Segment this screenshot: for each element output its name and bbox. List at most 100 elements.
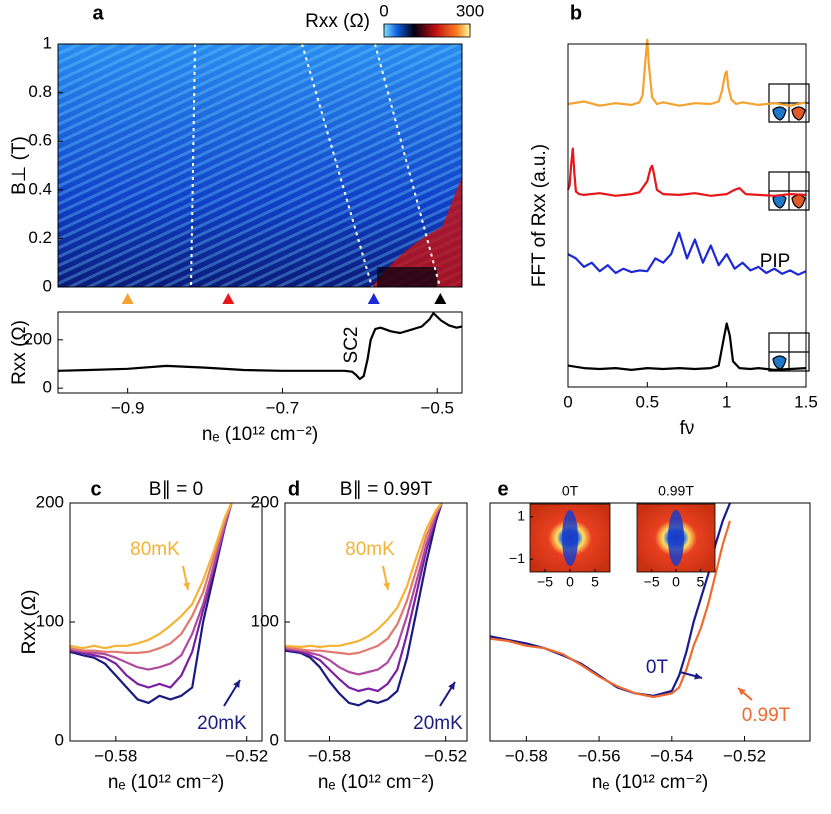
series-line <box>284 502 443 676</box>
panel-label: b <box>570 2 582 24</box>
marker-triangle <box>434 293 447 304</box>
y-tick-label: 0 <box>270 730 279 749</box>
annotation: 0T <box>646 657 669 678</box>
y-axis-label: FFT of Rxx (a.u.) <box>529 144 550 287</box>
annotation: 20mK <box>413 713 463 734</box>
series-line <box>57 312 463 381</box>
series-line <box>566 147 807 197</box>
inset-core <box>668 510 684 566</box>
y-tick-label: 0.4 <box>28 179 52 198</box>
y-tick-label: 0.2 <box>28 228 52 247</box>
x-tick-label: 0.5 <box>636 392 660 411</box>
annotation: 0.99T <box>742 705 791 726</box>
panel-label: a <box>92 2 104 24</box>
y-tick-label: 200 <box>24 329 52 348</box>
x-tick-label: −0.52 <box>723 746 766 765</box>
inset-x-tick-label: −5 <box>537 574 553 590</box>
inset-x-tick-label: 5 <box>696 574 704 590</box>
inset-y-tick-label: 1 <box>517 507 525 523</box>
x-tick-label: −0.9 <box>111 398 145 417</box>
heatmap-hot <box>372 177 462 287</box>
x-axis-label: nₑ (10¹² cm⁻²) <box>108 772 224 793</box>
series-line <box>69 502 233 650</box>
series-line <box>567 322 807 371</box>
arrow-head <box>694 672 702 680</box>
series-line <box>284 502 443 649</box>
x-axis-label: nₑ (10¹² cm⁻²) <box>202 424 318 445</box>
inset-x-tick-label: −5 <box>644 574 660 590</box>
plot-frame <box>57 311 463 394</box>
plot-frame <box>567 43 807 388</box>
panel-title: B∥ = 0.99T <box>340 479 433 500</box>
arrow-head <box>383 582 390 590</box>
x-tick-label: 0 <box>563 392 572 411</box>
series-line <box>284 502 443 693</box>
annotation: 80mK <box>345 539 395 560</box>
x-tick-label: −0.52 <box>424 746 467 765</box>
arrow-head <box>233 680 240 688</box>
plot-frame <box>489 502 811 742</box>
colorbar-label: Rxx (Ω) <box>305 11 370 32</box>
arrow-head <box>448 682 455 690</box>
annotation: 80mK <box>130 539 180 560</box>
series-line <box>69 502 233 654</box>
valley-icon <box>768 83 810 372</box>
marker-triangle <box>222 293 235 304</box>
x-tick-label: 1 <box>722 392 731 411</box>
panel-label: d <box>288 478 300 500</box>
x-tick-label: −0.5 <box>420 398 454 417</box>
panel-label: e <box>497 478 508 500</box>
marker-triangle <box>367 293 380 304</box>
y-tick-label: 100 <box>251 611 279 630</box>
x-tick-label: −0.58 <box>505 746 548 765</box>
x-tick-label: −0.56 <box>578 746 621 765</box>
arrow-head <box>183 582 190 590</box>
colorbar-tick-label: 0 <box>379 1 388 20</box>
arrow-head <box>738 688 746 696</box>
x-axis-label: nₑ (10¹² cm⁻²) <box>318 772 434 793</box>
x-tick-label: −0.58 <box>308 746 351 765</box>
colorbar-tick-label: 300 <box>456 1 484 20</box>
annotation: 20mK <box>197 713 247 734</box>
panel-label: c <box>90 478 101 500</box>
plot-frame <box>57 43 463 288</box>
panel-title: B∥ = 0 <box>149 479 203 500</box>
y-axis-label: Rxx (Ω) <box>9 320 30 385</box>
series-line <box>69 502 233 689</box>
x-axis-label: fν <box>680 418 695 439</box>
y-tick-label: 0.6 <box>28 131 52 150</box>
y-tick-label: 0.8 <box>28 82 52 101</box>
annotation: SC2 <box>341 327 362 364</box>
series-line <box>284 502 443 707</box>
y-tick-label: 0 <box>43 378 52 397</box>
x-axis-label: nₑ (10¹² cm⁻²) <box>592 772 708 793</box>
inset-x-tick-label: 0 <box>672 574 680 590</box>
series-line <box>69 502 233 671</box>
x-tick-label: −0.58 <box>94 746 137 765</box>
inset-title: 0.99T <box>658 483 694 499</box>
series-line <box>489 520 732 699</box>
y-axis-label: B⊥ (T) <box>9 136 30 195</box>
inset-x-tick-label: 0 <box>566 574 574 590</box>
series-line <box>567 231 807 276</box>
heatmap-texture <box>58 44 462 287</box>
inset-y-tick-label: −1 <box>509 550 525 566</box>
annotation: PIP <box>760 251 791 272</box>
y-tick-label: 0 <box>43 276 52 295</box>
heatmap-dark <box>377 267 437 287</box>
x-tick-label: −0.52 <box>225 746 268 765</box>
y-tick-label: 0 <box>55 730 64 749</box>
y-tick-label: 200 <box>251 492 279 511</box>
y-axis-label: Rxx (Ω) <box>19 590 40 655</box>
series-line <box>284 502 443 656</box>
y-tick-label: 1 <box>43 33 52 52</box>
y-tick-label: 100 <box>36 611 64 630</box>
marker-triangle <box>121 293 134 304</box>
y-tick-label: 200 <box>36 492 64 511</box>
inset-core <box>562 510 578 566</box>
dashed-guide <box>301 43 373 288</box>
x-tick-label: −0.54 <box>650 746 693 765</box>
series-line <box>567 38 807 107</box>
inset-x-tick-label: 5 <box>591 574 599 590</box>
